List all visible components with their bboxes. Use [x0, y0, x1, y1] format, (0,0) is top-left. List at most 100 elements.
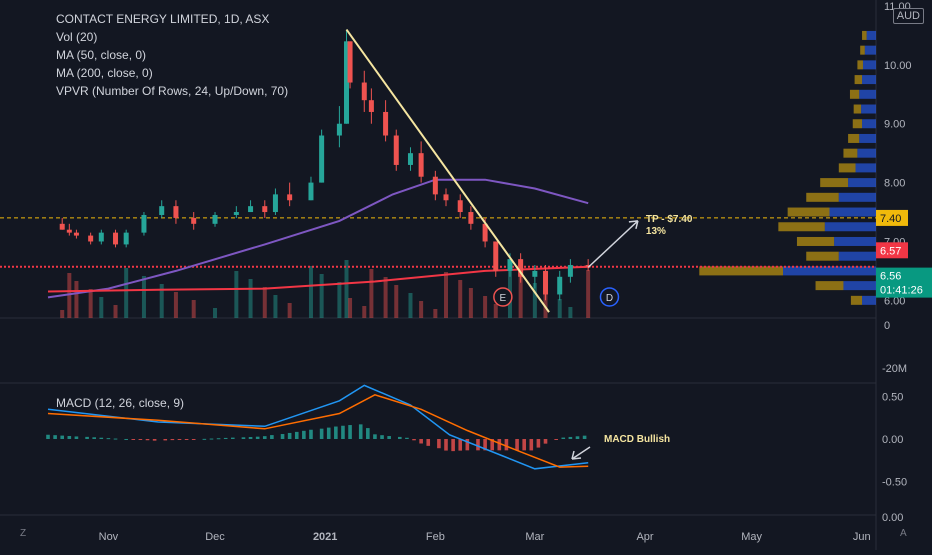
- macd-histogram-bar: [74, 436, 79, 439]
- indicator-vpvr[interactable]: VPVR (Number Of Rows, 24, Up/Down, 70): [56, 84, 289, 98]
- macd-histogram-bar: [380, 435, 384, 439]
- vpvr-down-bar: [853, 104, 862, 114]
- candle-body: [368, 100, 374, 112]
- macd-histogram-bar: [287, 432, 292, 439]
- vpvr-down-bar: [862, 30, 867, 40]
- macd-histogram-bar: [184, 439, 189, 440]
- macd-histogram-bar: [419, 439, 423, 444]
- indicator-ma200[interactable]: MA (200, close, 0): [56, 66, 153, 80]
- macd-histogram-bar: [177, 439, 182, 440]
- candle-body: [347, 41, 353, 83]
- macd-histogram-bar: [522, 439, 526, 451]
- macd-bullish-text: MACD Bullish: [604, 434, 670, 445]
- macd-histogram-bar: [554, 439, 558, 440]
- candle-body: [191, 217, 197, 224]
- macd-histogram-bar: [358, 424, 363, 439]
- ma200-line: [47, 265, 589, 293]
- volume-bar: [173, 292, 178, 318]
- candle-body: [432, 176, 438, 195]
- macd-tick-label: 0.00: [882, 434, 903, 446]
- macd-histogram-bar: [465, 439, 470, 451]
- volume-bar: [383, 277, 388, 318]
- macd-histogram-bar: [348, 425, 352, 439]
- tp-price-tag: 7.40: [880, 213, 901, 225]
- earnings-marker: [493, 287, 513, 307]
- candle-body: [543, 270, 549, 295]
- tp-price-tag-bg: [876, 209, 908, 226]
- vpvr-down-bar: [699, 266, 783, 276]
- vpvr-down-bar: [849, 89, 860, 99]
- candle-body: [518, 259, 524, 277]
- candle-body: [457, 200, 463, 213]
- candle-body: [248, 206, 254, 213]
- macd-histogram-bar: [113, 438, 118, 440]
- volume-bar: [213, 308, 218, 318]
- macd-histogram-bar: [280, 434, 285, 439]
- volume-bar: [518, 275, 523, 318]
- price-tick-label: 10.00: [884, 60, 912, 72]
- indicator-ma50[interactable]: MA (50, close, 0): [56, 48, 147, 62]
- macd-legend[interactable]: MACD (12, 26, close, 9): [56, 396, 185, 410]
- macd-histogram-bar: [294, 431, 299, 439]
- price-tick-label: 6.00: [884, 295, 905, 307]
- volume-bar: [319, 274, 324, 318]
- candle-body: [383, 111, 389, 136]
- volume-bar: [99, 297, 104, 318]
- volume-bar: [248, 279, 253, 318]
- macd-histogram-bar: [341, 425, 345, 439]
- zoom-button[interactable]: Z: [20, 528, 27, 539]
- volume-bar: [433, 309, 438, 318]
- legend: CONTACT ENERGY LIMITED, 1D, ASX Vol (20)…: [56, 10, 288, 100]
- macd-histogram-bar: [543, 439, 548, 444]
- tp-arrow-head: [628, 220, 639, 230]
- volume-bar: [60, 310, 65, 318]
- indicator-volume[interactable]: Vol (20): [56, 30, 98, 44]
- vpvr-up-bar: [864, 45, 876, 55]
- downtrend-line: [345, 28, 550, 313]
- macd-histogram-bar: [230, 437, 235, 439]
- candle-body: [493, 241, 499, 271]
- currency-badge[interactable]: AUD: [892, 8, 924, 24]
- vpvr-down-bar: [778, 222, 825, 232]
- macd-bullish-arrow: [571, 446, 591, 460]
- vpvr-down-bar: [860, 45, 865, 55]
- macd-histogram-bar: [398, 436, 402, 439]
- volume-bar: [337, 282, 342, 318]
- ma200-price-tag: 6.57: [880, 245, 901, 257]
- macd-histogram-bar: [92, 437, 96, 439]
- vpvr-down-bar: [843, 148, 858, 158]
- volume-bar: [568, 307, 573, 318]
- candle-body: [308, 182, 314, 201]
- macd-histogram-bar: [67, 436, 72, 439]
- volume-bar: [348, 298, 353, 318]
- macd-histogram-bar: [451, 439, 455, 452]
- volume-bar: [394, 285, 399, 318]
- volume-bar: [543, 291, 548, 318]
- macd-histogram-bar: [209, 438, 214, 440]
- vpvr-down-bar: [852, 119, 863, 129]
- volume-bar: [262, 287, 267, 318]
- macd-histogram-bar: [106, 438, 111, 440]
- auto-scale-button[interactable]: A: [900, 528, 907, 539]
- macd-histogram-bar: [405, 437, 409, 439]
- last-price-tag: 6.56: [880, 271, 901, 283]
- candle-body: [336, 123, 342, 136]
- candle-body: [66, 229, 72, 233]
- macd-histogram-bar: [326, 427, 331, 439]
- macd-tick-label: 0.00: [882, 512, 903, 524]
- candle-body: [344, 41, 350, 124]
- volume-bar: [88, 289, 93, 318]
- time-tick-label: Jun: [853, 531, 871, 543]
- macd-tick-label: 0.50: [882, 392, 903, 404]
- volume-bar: [67, 273, 72, 318]
- candle-body: [113, 232, 119, 245]
- time-tick-label: May: [741, 531, 762, 543]
- macd-histogram-bar: [124, 438, 128, 440]
- macd-histogram-bar: [483, 439, 487, 451]
- macd-histogram-bar: [458, 439, 463, 451]
- volume-bar: [344, 260, 349, 318]
- volume-bar: [273, 295, 278, 318]
- macd-histogram-bar: [53, 435, 57, 439]
